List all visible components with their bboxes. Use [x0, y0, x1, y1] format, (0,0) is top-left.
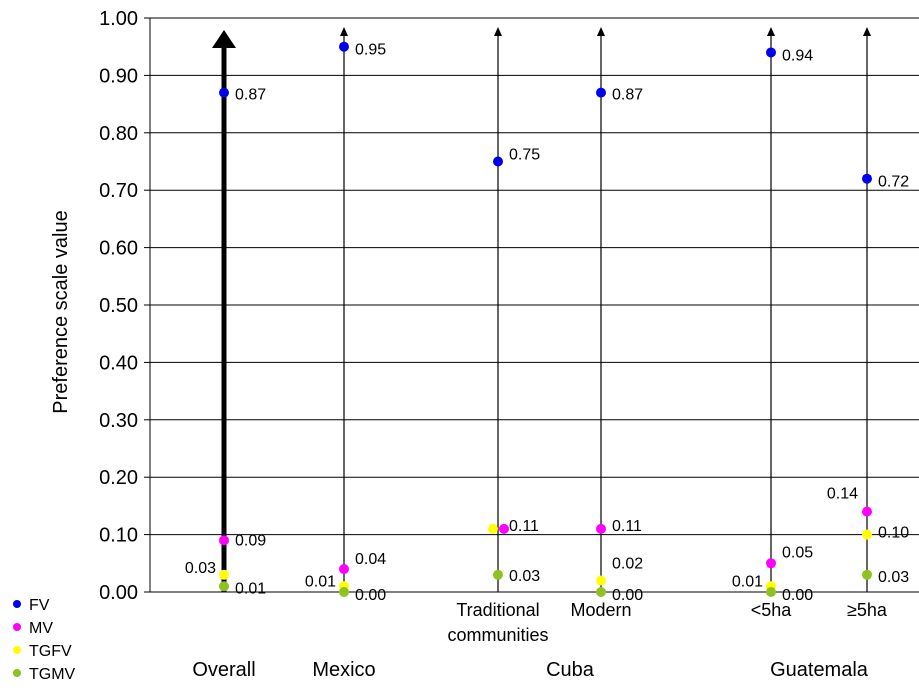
legend-marker-tgfv	[13, 646, 21, 654]
data-points	[219, 41, 872, 597]
point-tgfv	[596, 575, 606, 586]
y-tick-label: 1.00	[99, 8, 138, 30]
y-tick-label: 0.60	[99, 238, 138, 260]
point-tgmv	[219, 581, 229, 592]
y-tick-label: 0.80	[99, 123, 138, 145]
point-fv	[596, 87, 606, 98]
category-label: communities	[447, 625, 548, 645]
legend-marker-fv	[13, 600, 21, 608]
legend-marker-mv	[13, 623, 21, 631]
point-fv	[219, 87, 229, 98]
stem-arrowhead	[494, 27, 502, 36]
data-labels: 0.87 0.95 0.75 0.87 0.94 0.72 0.09 0.04 0.11 0.11…	[185, 42, 909, 604]
y-tick-label: 0.40	[99, 352, 138, 374]
data-label-fv: 0.94	[782, 47, 813, 64]
point-tgmv	[339, 587, 349, 597]
data-label-fv: 0.72	[878, 174, 909, 191]
stem-arrowhead	[212, 30, 236, 48]
data-label-mv: 0.09	[235, 532, 266, 549]
legend-label-tgfv: TGFV	[29, 643, 72, 660]
data-label-mv: 0.14	[827, 486, 858, 503]
data-label-mv: 0.05	[782, 544, 813, 561]
y-tick-label: 0.30	[99, 410, 138, 432]
legend-marker-tgmv	[13, 669, 21, 677]
data-label-mv: 0.04	[355, 551, 386, 568]
group-label: Guatemala	[770, 659, 869, 681]
data-label-tgfv: 0.02	[612, 556, 643, 573]
point-mv	[596, 523, 606, 534]
legend-label-mv: MV	[29, 620, 53, 637]
y-tick-label: 0.10	[99, 525, 138, 547]
category-label: Traditional	[456, 600, 539, 620]
stem-arrowhead	[340, 27, 348, 36]
point-fv	[766, 47, 776, 58]
y-tick-label: 0.70	[99, 180, 138, 202]
data-label-tgmv: 0.03	[509, 568, 540, 585]
data-label-tgmv: 0.00	[782, 587, 813, 604]
point-mv	[766, 558, 776, 569]
point-tgmv	[493, 569, 503, 580]
stem-arrowhead	[767, 27, 775, 36]
category-label: Modern	[570, 600, 631, 620]
data-label-tgfv: 0.03	[185, 560, 216, 577]
stem-arrowhead	[597, 27, 605, 36]
data-label-fv: 0.87	[612, 87, 643, 104]
y-tick-label: 0.50	[99, 295, 138, 317]
point-tgmv	[766, 587, 776, 597]
legend: FV MV TGFV TGMV	[13, 597, 76, 683]
category-stems	[212, 27, 871, 592]
data-label-tgmv: 0.01	[235, 580, 266, 597]
category-labels: Traditional communities Modern <5ha ≥5ha	[447, 600, 887, 645]
category-label: ≥5ha	[847, 600, 888, 620]
data-label-mv: 0.11	[612, 518, 642, 535]
y-axis: 0.00 0.10 0.20 0.30 0.40 0.50 0.60 0.70 0.80 0.90…	[99, 8, 151, 604]
data-label-mv: 0.11	[509, 518, 539, 535]
y-tick-label: 0.90	[99, 65, 138, 87]
data-label-tgfv: 0.10	[878, 525, 909, 542]
group-label: Cuba	[546, 659, 595, 681]
data-label-tgfv: 0.01	[732, 573, 763, 590]
gridlines	[150, 17, 919, 593]
point-tgfv	[862, 529, 872, 540]
y-tick-label: 0.20	[99, 467, 138, 489]
legend-label-fv: FV	[29, 597, 50, 614]
point-mv	[219, 535, 229, 546]
point-tgmv	[596, 587, 606, 597]
point-tgfv	[488, 523, 498, 534]
group-label: Mexico	[312, 659, 375, 681]
data-label-fv: 0.87	[235, 87, 266, 104]
point-mv	[339, 564, 349, 575]
group-label: Overall	[192, 659, 255, 681]
legend-label-tgmv: TGMV	[29, 666, 76, 683]
point-fv	[493, 156, 503, 167]
point-tgmv	[862, 569, 872, 580]
point-mv	[862, 506, 872, 517]
y-axis-label: Preference scale value	[50, 210, 72, 413]
data-label-tgmv: 0.00	[355, 587, 386, 604]
category-label: <5ha	[751, 600, 793, 620]
y-tick-label: 0.00	[99, 582, 138, 604]
data-label-tgmv: 0.03	[878, 569, 909, 586]
data-label-tgfv: 0.01	[305, 573, 336, 590]
group-labels: Overall Mexico Cuba Guatemala	[192, 659, 868, 681]
stem-arrowhead	[863, 27, 871, 36]
point-tgfv	[219, 569, 229, 580]
data-label-fv: 0.75	[509, 147, 540, 164]
point-mv	[499, 523, 509, 534]
point-fv	[339, 41, 349, 52]
data-label-tgmv: 0.00	[612, 587, 643, 604]
data-label-fv: 0.95	[355, 42, 386, 59]
point-fv	[862, 173, 872, 184]
